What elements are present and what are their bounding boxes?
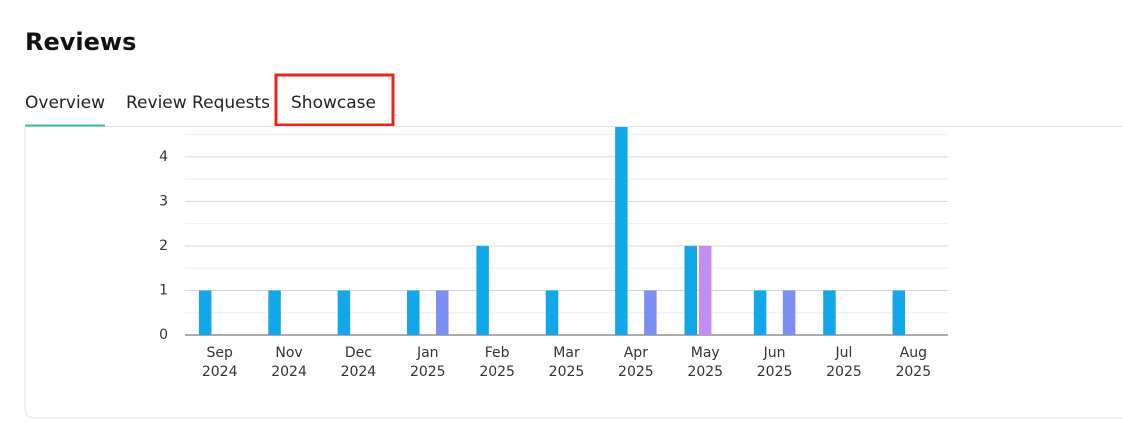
x-tick-label: Jan 2025 <box>410 345 446 380</box>
bar <box>476 245 489 335</box>
tab[interactable]: Showcase <box>291 93 376 113</box>
bar <box>337 290 351 335</box>
bar <box>615 127 628 335</box>
x-tick-label: Apr 2025 <box>618 345 654 380</box>
tab[interactable]: Overview <box>25 93 105 113</box>
plot-area <box>185 127 948 336</box>
page-title: Reviews <box>25 28 136 56</box>
bar <box>684 245 697 335</box>
y-tick-label: 1 <box>159 282 168 298</box>
bar <box>268 290 281 335</box>
y-tick-label: 4 <box>159 149 168 165</box>
x-tick-label: Feb 2025 <box>479 345 515 380</box>
x-tick-label: Aug 2025 <box>895 345 931 380</box>
x-tick-label: Nov 2024 <box>271 345 307 380</box>
bar <box>892 290 906 335</box>
bar <box>407 290 420 335</box>
bar <box>823 290 836 335</box>
x-tick-label: Jul 2025 <box>826 345 862 380</box>
highlight-box <box>274 73 395 127</box>
bar <box>644 290 657 335</box>
bar <box>436 290 449 335</box>
x-tick-label: Jun 2025 <box>757 345 793 380</box>
bar <box>753 290 767 335</box>
bar <box>782 290 796 335</box>
x-tick-label: Sep 2024 <box>202 345 238 380</box>
bar <box>198 290 212 335</box>
card-border <box>24 126 1122 419</box>
bar <box>698 245 712 335</box>
x-tick-label: Mar 2025 <box>549 345 585 380</box>
x-tick-label: May 2025 <box>687 345 723 380</box>
y-tick-label: 3 <box>159 193 168 209</box>
y-tick-label: 2 <box>159 238 168 254</box>
x-tick-label: Dec 2024 <box>341 345 377 380</box>
bar <box>545 290 559 335</box>
y-tick-label: 0 <box>159 327 168 343</box>
tab[interactable]: Review Requests <box>126 93 270 113</box>
